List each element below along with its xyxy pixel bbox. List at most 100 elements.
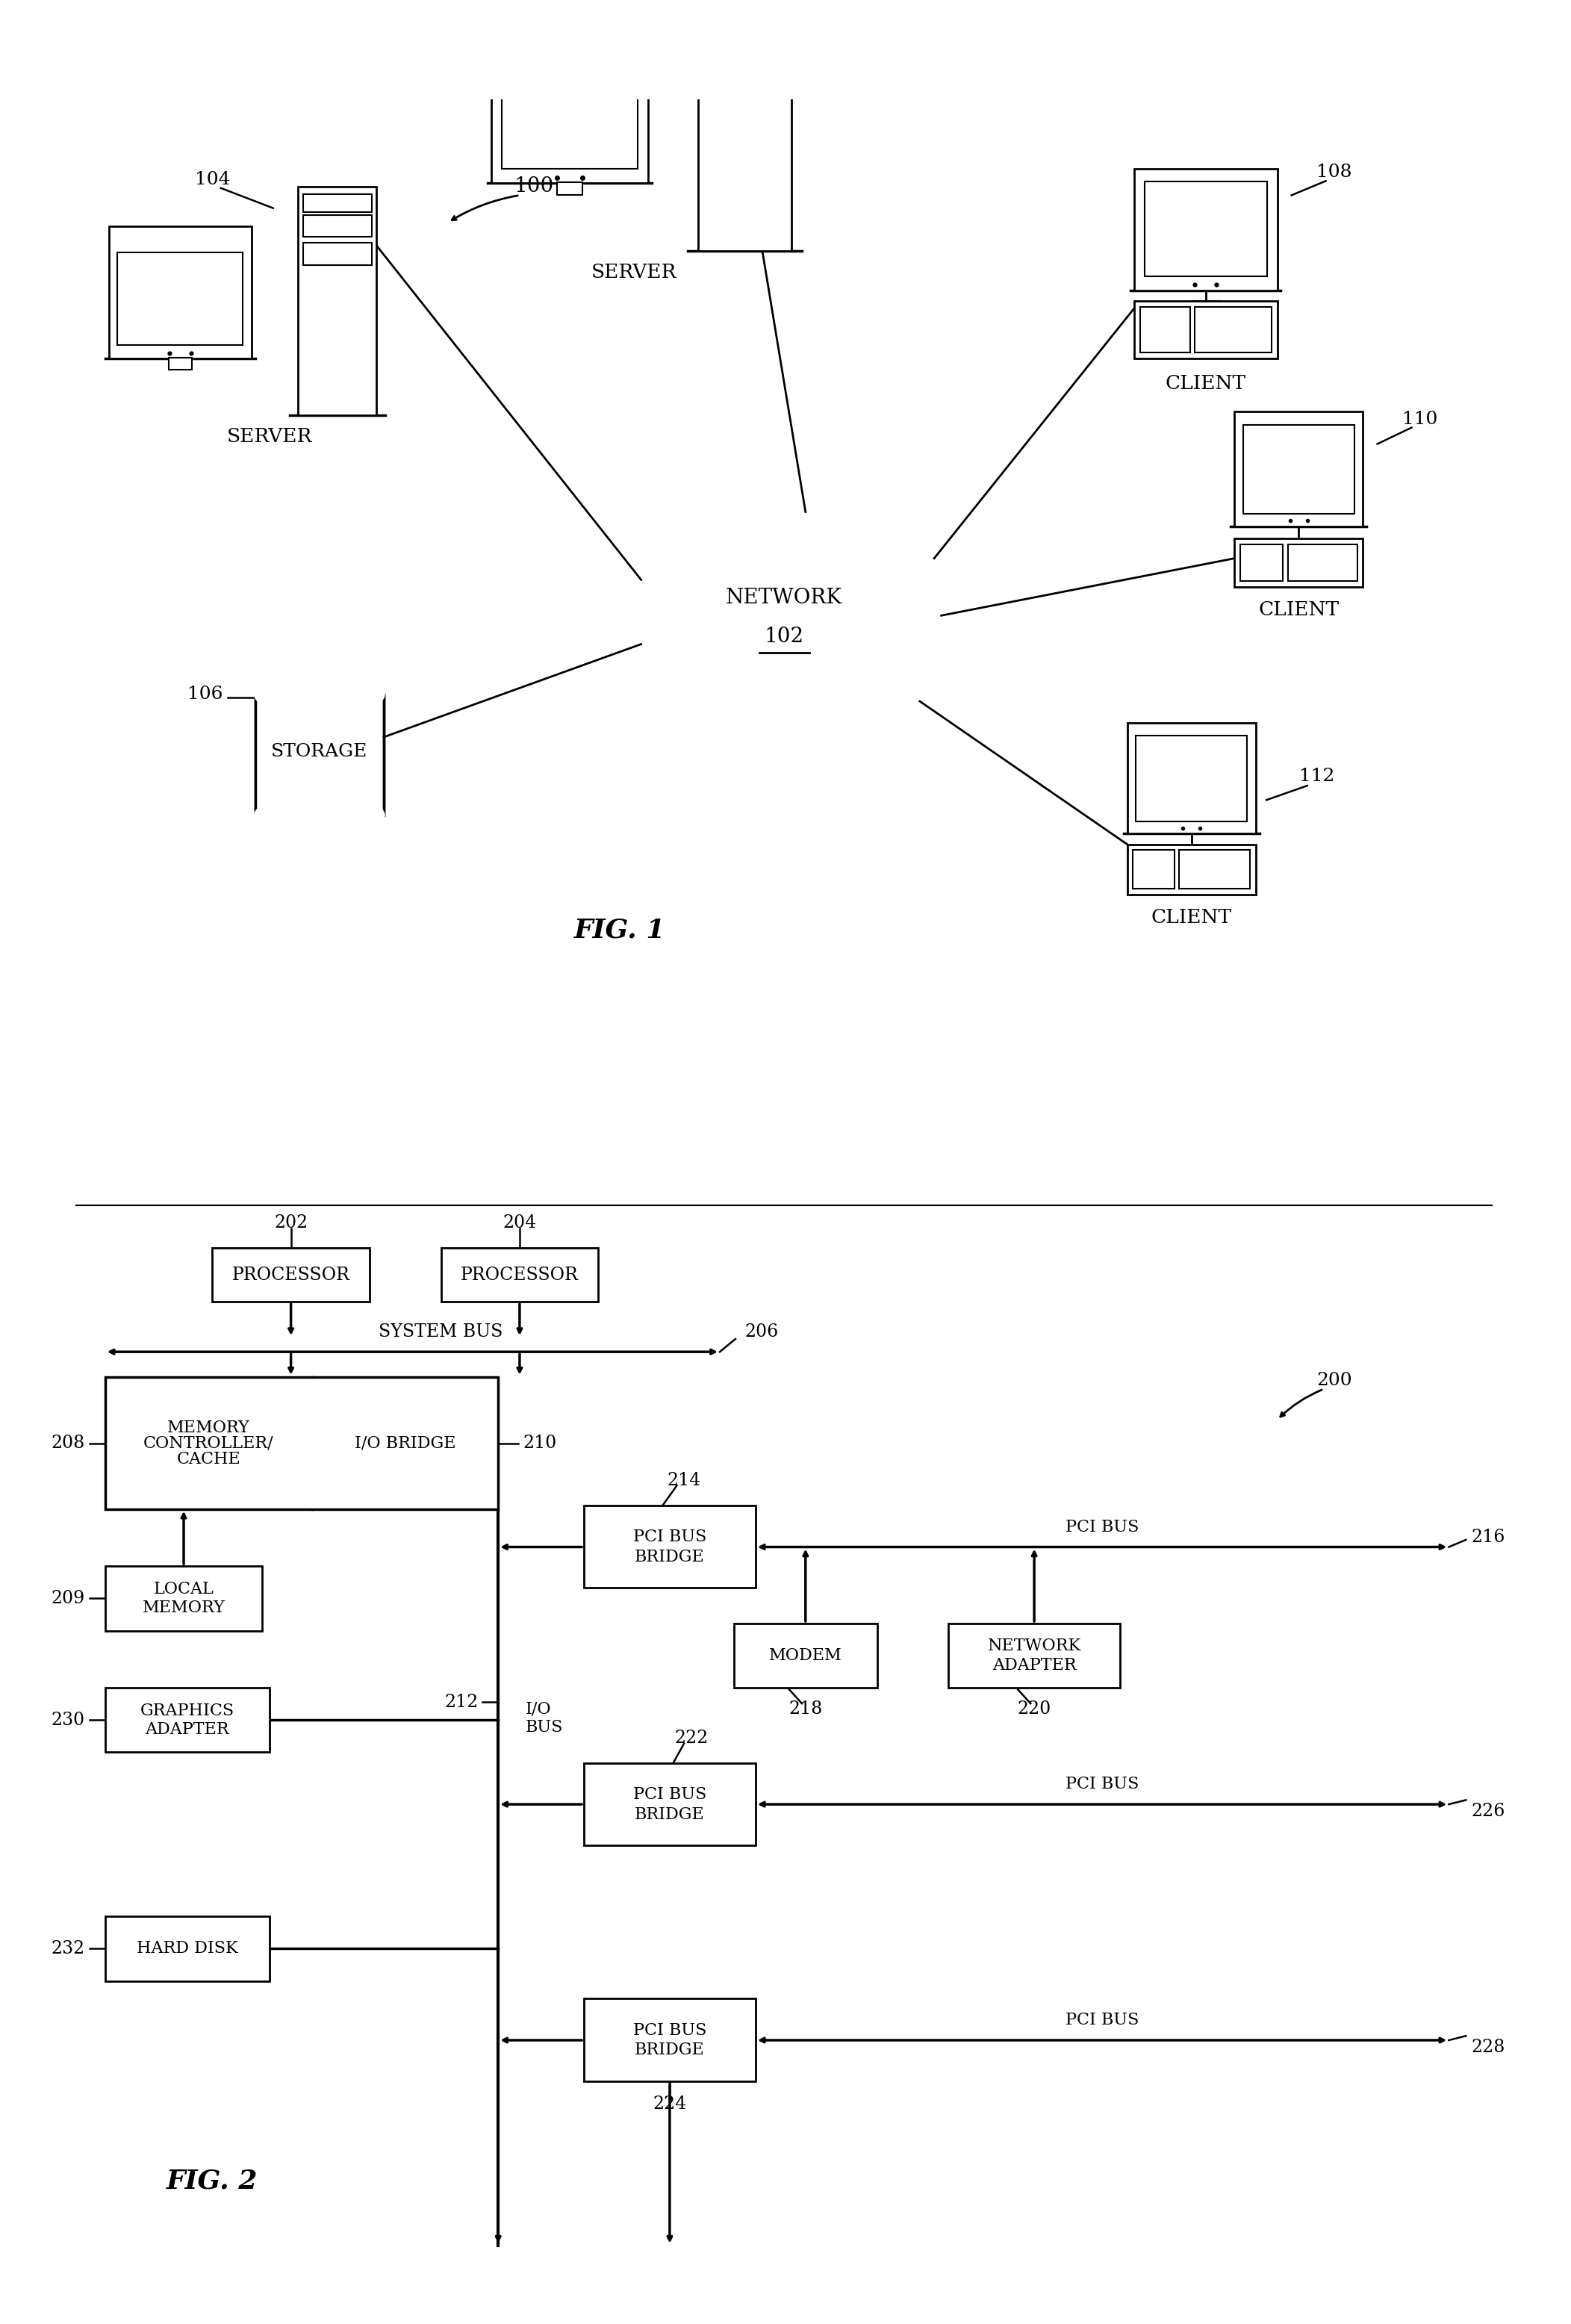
Text: PCI BUS: PCI BUS — [1065, 1776, 1139, 1792]
Ellipse shape — [702, 530, 866, 653]
Ellipse shape — [847, 590, 947, 674]
Ellipse shape — [255, 795, 383, 837]
FancyBboxPatch shape — [303, 242, 372, 265]
FancyBboxPatch shape — [1235, 411, 1364, 525]
Text: PCI BUS: PCI BUS — [633, 1529, 707, 1545]
FancyBboxPatch shape — [704, 0, 786, 23]
FancyBboxPatch shape — [1126, 723, 1255, 834]
Text: 212: 212 — [445, 1694, 478, 1710]
FancyBboxPatch shape — [1136, 737, 1247, 820]
Text: I/O: I/O — [525, 1701, 551, 1717]
FancyBboxPatch shape — [303, 216, 372, 237]
Text: PCI BUS: PCI BUS — [1065, 2013, 1139, 2029]
Text: PCI BUS: PCI BUS — [633, 1787, 707, 1803]
Text: CONTROLLER/: CONTROLLER/ — [143, 1436, 273, 1452]
Text: BRIDGE: BRIDGE — [635, 2043, 705, 2059]
Text: BUS: BUS — [525, 1720, 562, 1736]
FancyBboxPatch shape — [704, 26, 786, 51]
FancyBboxPatch shape — [698, 0, 792, 251]
Text: 228: 228 — [1472, 2038, 1505, 2057]
FancyBboxPatch shape — [949, 1624, 1120, 1687]
Text: SERVER: SERVER — [591, 263, 677, 281]
Text: CLIENT: CLIENT — [1258, 600, 1338, 618]
Text: 104: 104 — [195, 172, 229, 188]
Text: BRIDGE: BRIDGE — [635, 1548, 705, 1564]
Text: MEMORY: MEMORY — [143, 1599, 225, 1615]
FancyBboxPatch shape — [1144, 181, 1268, 277]
Text: 220: 220 — [1018, 1701, 1051, 1717]
Text: 214: 214 — [668, 1471, 701, 1490]
FancyBboxPatch shape — [212, 1248, 369, 1301]
Text: 200: 200 — [1316, 1371, 1353, 1390]
FancyBboxPatch shape — [298, 186, 377, 416]
Text: 230: 230 — [52, 1710, 85, 1729]
Text: 224: 224 — [654, 2096, 687, 2113]
Text: CLIENT: CLIENT — [1166, 374, 1246, 393]
Text: PROCESSOR: PROCESSOR — [233, 1267, 350, 1283]
FancyBboxPatch shape — [168, 358, 192, 370]
Text: FIG. 2: FIG. 2 — [167, 2168, 258, 2194]
Text: BRIDGE: BRIDGE — [635, 1806, 705, 1822]
Ellipse shape — [787, 565, 913, 665]
Text: SERVER: SERVER — [226, 428, 313, 446]
Text: 218: 218 — [789, 1701, 823, 1717]
Text: 100: 100 — [514, 177, 555, 198]
FancyBboxPatch shape — [584, 1999, 756, 2080]
Text: GRAPHICS: GRAPHICS — [140, 1703, 234, 1720]
Text: NETWORK: NETWORK — [726, 588, 842, 609]
FancyBboxPatch shape — [1134, 302, 1277, 358]
FancyBboxPatch shape — [492, 40, 649, 184]
Text: FIG. 1: FIG. 1 — [573, 918, 666, 944]
Text: STORAGE: STORAGE — [272, 744, 368, 760]
FancyBboxPatch shape — [556, 181, 583, 195]
Text: NETWORK: NETWORK — [988, 1638, 1081, 1655]
Text: HARD DISK: HARD DISK — [137, 1941, 237, 1957]
FancyBboxPatch shape — [441, 1248, 599, 1301]
Ellipse shape — [635, 546, 933, 711]
Text: 216: 216 — [1472, 1529, 1505, 1545]
Text: 206: 206 — [745, 1322, 779, 1341]
FancyBboxPatch shape — [1235, 539, 1364, 588]
Text: 209: 209 — [52, 1590, 85, 1606]
FancyBboxPatch shape — [105, 1917, 270, 1980]
FancyBboxPatch shape — [1243, 425, 1354, 514]
Ellipse shape — [647, 553, 922, 704]
FancyBboxPatch shape — [1133, 851, 1174, 888]
FancyBboxPatch shape — [501, 70, 638, 170]
Text: 106: 106 — [187, 686, 223, 702]
FancyBboxPatch shape — [1141, 307, 1191, 353]
Text: 102: 102 — [764, 627, 804, 646]
FancyBboxPatch shape — [105, 1376, 498, 1508]
FancyBboxPatch shape — [1240, 544, 1284, 581]
Ellipse shape — [753, 611, 894, 695]
Ellipse shape — [621, 590, 721, 674]
Text: PCI BUS: PCI BUS — [1065, 1520, 1139, 1536]
FancyBboxPatch shape — [704, 56, 786, 86]
Text: 210: 210 — [523, 1434, 558, 1452]
Text: 222: 222 — [674, 1729, 709, 1745]
FancyBboxPatch shape — [105, 1566, 262, 1631]
Text: SYSTEM BUS: SYSTEM BUS — [379, 1322, 503, 1341]
Text: 208: 208 — [52, 1434, 85, 1452]
Text: MODEM: MODEM — [770, 1648, 842, 1664]
Text: MEMORY: MEMORY — [168, 1420, 250, 1436]
Text: PCI BUS: PCI BUS — [633, 2022, 707, 2038]
FancyBboxPatch shape — [1196, 307, 1271, 353]
Text: 226: 226 — [1472, 1803, 1505, 1820]
Text: 108: 108 — [1316, 163, 1353, 181]
Text: 204: 204 — [503, 1215, 537, 1232]
FancyBboxPatch shape — [1288, 544, 1357, 581]
Text: ADAPTER: ADAPTER — [145, 1722, 229, 1738]
Text: CLIENT: CLIENT — [1152, 909, 1232, 927]
FancyBboxPatch shape — [256, 674, 382, 816]
FancyBboxPatch shape — [108, 225, 251, 358]
Text: I/O BRIDGE: I/O BRIDGE — [355, 1436, 456, 1452]
FancyBboxPatch shape — [584, 1506, 756, 1587]
Text: LOCAL: LOCAL — [154, 1580, 214, 1597]
Text: CACHE: CACHE — [176, 1450, 240, 1466]
Text: ADAPTER: ADAPTER — [993, 1657, 1076, 1673]
FancyBboxPatch shape — [303, 193, 372, 211]
Text: 202: 202 — [273, 1215, 308, 1232]
Text: 232: 232 — [52, 1941, 85, 1957]
Ellipse shape — [668, 609, 831, 697]
